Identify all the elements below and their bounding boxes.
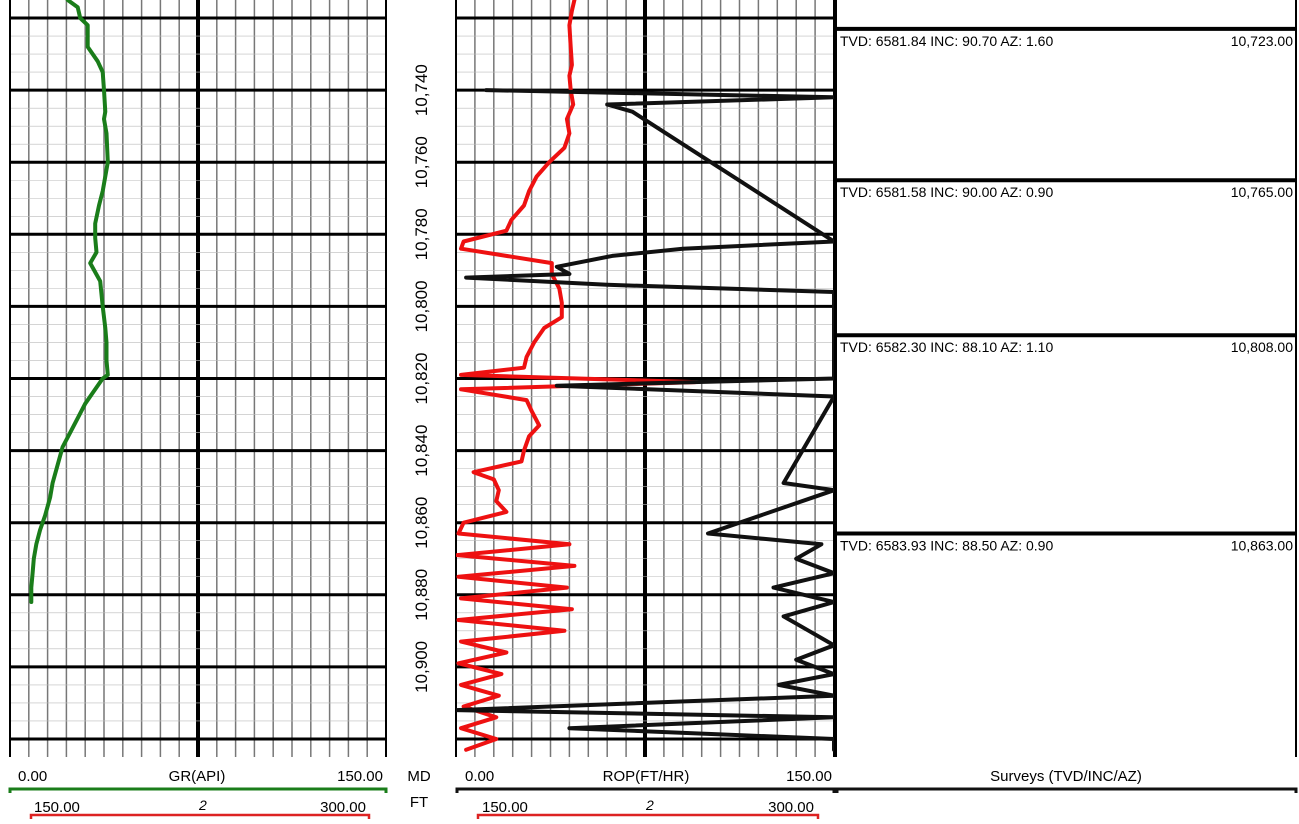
survey-depth: 10,765.00	[1231, 184, 1293, 200]
depth-tick-label: 10,820	[412, 353, 431, 405]
survey-text: TVD: 6583.93 INC: 88.50 AZ: 0.90	[840, 538, 1053, 554]
depth-tick-label: 10,840	[412, 425, 431, 477]
rop-backup-mult: 2	[645, 797, 654, 813]
depth-tick-label: 10,760	[412, 136, 431, 188]
gr-backup-max: 300.00	[320, 799, 366, 816]
rop-backup-min: 150.00	[482, 799, 528, 816]
surveys-scale-bar	[835, 787, 1298, 793]
rop-backup-max: 300.00	[768, 799, 814, 816]
track-curves	[456, 0, 834, 752]
rop-scale-min: 0.00	[465, 768, 494, 785]
curves-layer	[29, 0, 834, 752]
depth-tick-label: 10,880	[412, 569, 431, 621]
gr-api--curve	[29, 0, 110, 604]
depth-tick-label: 10,900	[412, 641, 431, 693]
gr-scale-header: 0.00 GR(API) 150.00 150.00 2 300.00	[8, 768, 388, 819]
depth-header: MD FT	[407, 768, 430, 811]
track-curves	[29, 0, 110, 604]
gr-backup-bar	[29, 813, 371, 819]
md-label: MD	[407, 768, 430, 785]
surveys-header: Surveys (TVD/INC/AZ)	[835, 768, 1298, 793]
gr-scale-max: 150.00	[337, 768, 383, 785]
depth-tick-label: 10,860	[412, 497, 431, 549]
rop-scale-header: 0.00 ROP(FT/HR) 150.00 150.00 2 300.00	[455, 768, 836, 819]
survey-depth: 10,863.00	[1231, 538, 1293, 554]
gr-backup-mult: 2	[198, 797, 207, 813]
depth-tick-label: 10,780	[412, 208, 431, 260]
ft-label: FT	[410, 794, 428, 811]
gr-backup-min: 150.00	[34, 799, 80, 816]
gr-scale-bar	[8, 787, 388, 793]
survey-text: TVD: 6581.58 INC: 90.00 AZ: 0.90	[840, 184, 1053, 200]
survey-text: TVD: 6581.84 INC: 90.70 AZ: 1.60	[840, 33, 1053, 49]
survey-depth: 10,723.00	[1231, 33, 1293, 49]
depth-tick-label: 10,740	[412, 64, 431, 116]
rop-curve-name: ROP(FT/HR)	[603, 768, 690, 785]
rop-scale-max: 150.00	[786, 768, 832, 785]
survey-text: TVD: 6582.30 INC: 88.10 AZ: 1.10	[840, 339, 1053, 355]
rop-backup-curve	[456, 88, 834, 752]
rop-backup-bar	[476, 813, 820, 819]
surveys-title: Surveys (TVD/INC/AZ)	[990, 768, 1142, 785]
gr-curve-name: GR(API)	[169, 768, 226, 785]
rop-curve	[456, 0, 698, 752]
survey-depth: 10,808.00	[1231, 339, 1293, 355]
gr-scale-min: 0.00	[18, 768, 47, 785]
depth-tick-label: 10,800	[412, 280, 431, 332]
depth-axis: 10,740 10,760 10,780 10,800 10,820 10,840 10,8…	[412, 64, 431, 693]
gr-track-grid	[9, 0, 387, 757]
survey-panel: TVD: 6581.84 INC: 90.70 AZ: 1.60 10,723.0…	[835, 0, 1297, 757]
rop-scale-bar	[455, 787, 836, 793]
